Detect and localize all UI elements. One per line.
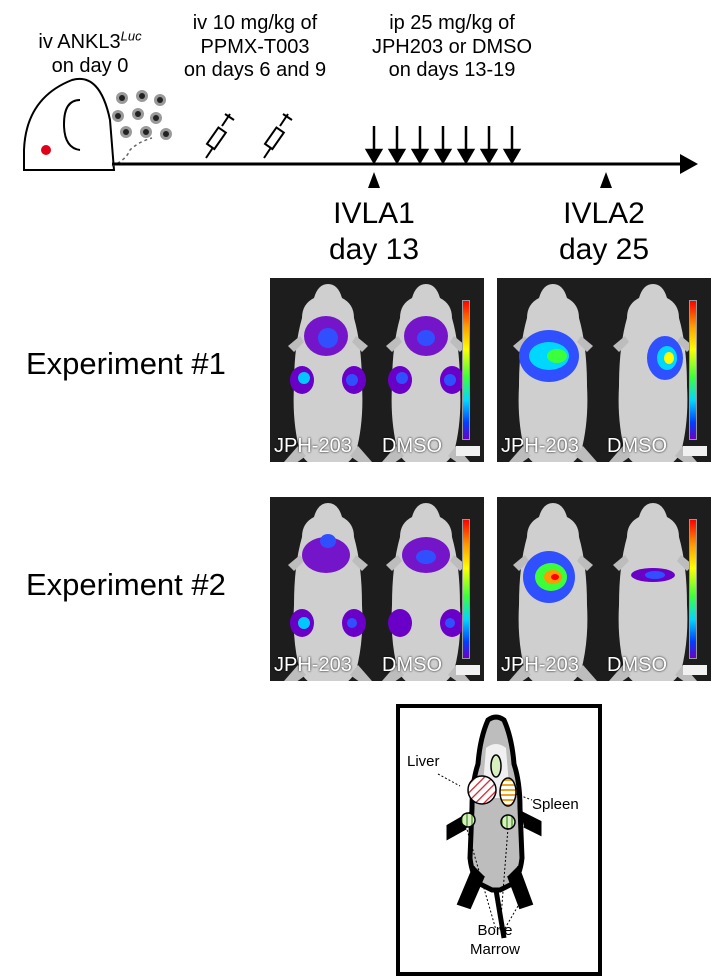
experiment-1-label: Experiment #1 bbox=[26, 346, 226, 381]
step-jph203-label: ip 25 mg/kg of JPH203 or DMSO on days 13… bbox=[371, 12, 533, 82]
mouse-anatomy-diagram bbox=[437, 714, 542, 939]
bone-marrow-label: Bone Marrow bbox=[470, 922, 521, 958]
caption-dmso: DMSO bbox=[382, 435, 442, 457]
dosing-arrows bbox=[364, 126, 522, 165]
experiment-2-label: Experiment #2 bbox=[26, 567, 226, 602]
liver-label: Liver bbox=[407, 753, 440, 770]
mouse-icon bbox=[23, 77, 153, 171]
spleen-label: Spleen bbox=[532, 796, 579, 813]
anatomy-legend-box: Liver Spleen Bone Marrow bbox=[396, 704, 602, 976]
image-exp2-day13: JPH-203 DMSO bbox=[270, 497, 484, 681]
syringe-icon bbox=[205, 113, 235, 159]
caption-dmso: DMSO bbox=[382, 654, 442, 676]
timeline-graphic bbox=[23, 77, 698, 188]
image-exp2-day25: JPH-203 DMSO bbox=[497, 497, 711, 681]
caption-dmso: DMSO bbox=[607, 435, 667, 457]
caption-jph203: JPH-203 bbox=[501, 654, 579, 676]
ivla1-label: IVLA1 day 13 bbox=[328, 197, 420, 266]
image-exp1-day25: JPH-203 DMSO bbox=[497, 278, 711, 462]
ivla1-marker bbox=[368, 172, 380, 188]
caption-dmso: DMSO bbox=[607, 654, 667, 676]
step-day0-label: iv ANKL3Luc on day 0 bbox=[38, 28, 142, 77]
step-ppmx-label: iv 10 mg/kg of PPMX-T003 on days 6 and 9 bbox=[183, 12, 327, 82]
caption-jph203: JPH-203 bbox=[501, 435, 579, 457]
caption-jph203: JPH-203 bbox=[274, 654, 352, 676]
cells-icon bbox=[112, 90, 172, 140]
image-exp1-day13: JPH-203 DMSO bbox=[270, 278, 484, 462]
ivla2-label: IVLA2 day 25 bbox=[558, 197, 650, 266]
syringe-icon bbox=[263, 113, 293, 159]
caption-jph203: JPH-203 bbox=[274, 435, 352, 457]
ivla2-marker bbox=[600, 172, 612, 188]
